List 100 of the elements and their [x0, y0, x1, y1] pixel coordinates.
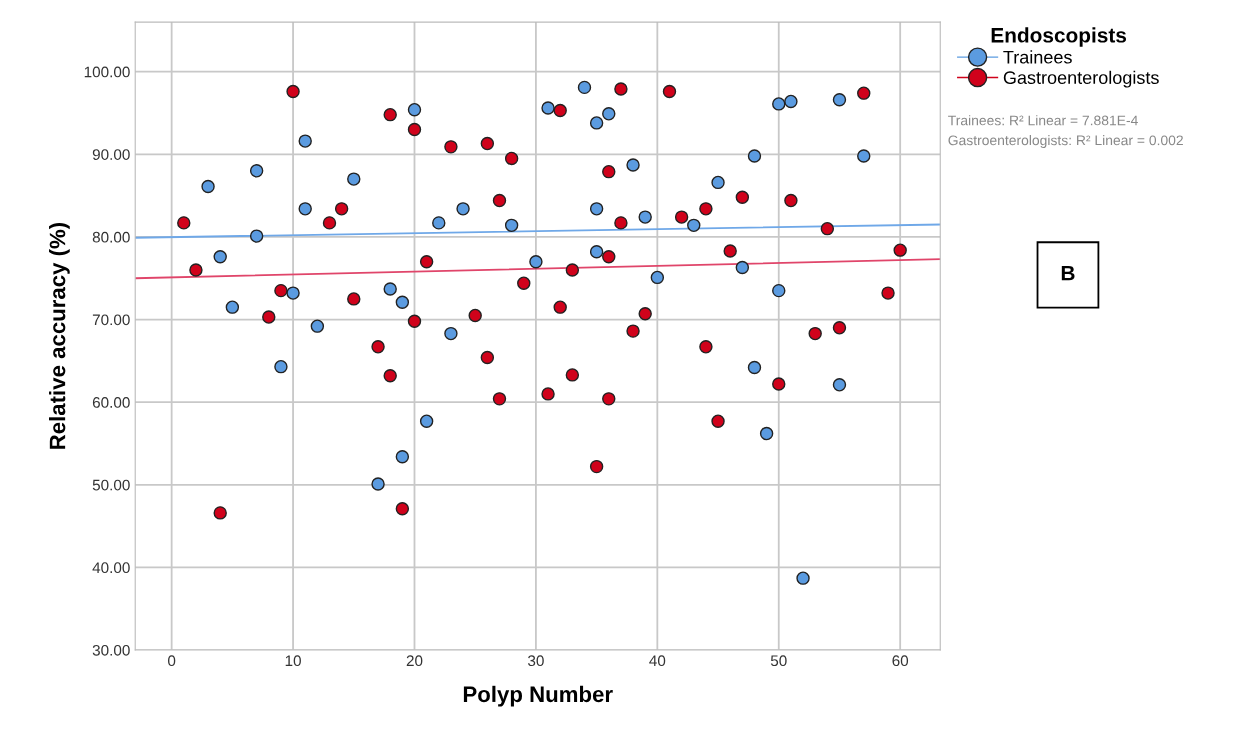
- point: [674, 210, 689, 224]
- point: [177, 216, 191, 230]
- point: [614, 82, 628, 96]
- point: [480, 136, 495, 151]
- point: [893, 243, 907, 257]
- point: [759, 426, 774, 441]
- text: Gastroenterologists: R² Linear = 0.002: [948, 135, 1183, 148]
- point: [395, 295, 410, 309]
- point: [395, 502, 410, 516]
- point: [772, 377, 786, 391]
- point: [881, 286, 895, 300]
- point: [626, 324, 640, 338]
- point: [504, 218, 519, 233]
- y-tick-label: 100.00: [84, 66, 130, 78]
- y-tick-label: 40.00: [92, 562, 130, 574]
- point: [286, 84, 300, 99]
- point: [796, 571, 810, 585]
- text: B: [1061, 265, 1075, 281]
- point: [468, 308, 482, 323]
- point: [310, 319, 325, 333]
- point: [419, 255, 434, 269]
- point: [371, 340, 385, 354]
- point: [456, 202, 470, 216]
- point: [602, 107, 616, 121]
- point: [444, 326, 458, 341]
- point: [407, 122, 422, 137]
- x-tick-label: 0: [167, 655, 176, 667]
- y-tick-label: 30.00: [92, 644, 130, 656]
- point: [565, 263, 580, 277]
- point: [565, 368, 580, 382]
- point: [711, 414, 725, 428]
- x-tick-label: 20: [406, 655, 423, 667]
- point: [602, 250, 616, 264]
- point: [784, 94, 798, 109]
- point: [820, 221, 835, 236]
- point: [699, 340, 713, 354]
- point: [589, 459, 604, 474]
- x-tick-label: 10: [285, 655, 301, 667]
- x-tick-label: 40: [649, 655, 666, 667]
- point: [517, 276, 531, 290]
- text: Trainees: R² Linear = 7.881E-4: [948, 115, 1138, 126]
- point: [249, 229, 264, 243]
- point: [541, 387, 555, 401]
- point: [383, 369, 397, 383]
- point: [286, 286, 300, 300]
- point: [274, 283, 288, 298]
- legend-label: Gastroenterologists: [1003, 70, 1159, 88]
- point: [723, 244, 737, 258]
- point: [832, 321, 847, 335]
- point: [347, 172, 361, 186]
- point: [784, 193, 798, 208]
- point: [480, 350, 495, 365]
- point: [371, 477, 385, 491]
- point: [772, 97, 786, 111]
- point: [735, 190, 750, 204]
- point: [602, 392, 616, 406]
- point: [711, 175, 725, 190]
- point: [432, 216, 446, 230]
- y-tick-label: 60.00: [92, 397, 130, 408]
- point: [832, 378, 847, 392]
- point: [492, 193, 507, 208]
- point: [322, 216, 337, 230]
- x-tick-label: 30: [528, 655, 544, 667]
- point: [614, 216, 628, 230]
- point: [735, 260, 750, 275]
- point: [189, 263, 203, 277]
- y-tick-label: 90.00: [92, 149, 130, 160]
- point: [553, 103, 567, 118]
- point: [589, 202, 604, 216]
- point: [662, 84, 677, 99]
- point: [298, 202, 312, 216]
- point: [687, 218, 701, 233]
- point: [808, 326, 822, 341]
- y-tick-label: 50.00: [92, 479, 130, 491]
- point: [274, 359, 288, 374]
- point: [553, 300, 567, 314]
- point: [747, 360, 762, 375]
- point: [626, 158, 640, 172]
- point: [832, 93, 847, 107]
- y-axis-title: Relative accuracy (%): [49, 222, 70, 449]
- point: [407, 314, 422, 328]
- point: [650, 270, 665, 285]
- point: [529, 255, 543, 269]
- point: [225, 300, 240, 314]
- point: [213, 250, 227, 264]
- point: [699, 202, 713, 216]
- point: [383, 107, 397, 122]
- x-axis-title: Polyp Number: [463, 685, 613, 707]
- point: [383, 282, 397, 296]
- point: [638, 210, 652, 224]
- point: [589, 116, 604, 130]
- point: [857, 86, 871, 100]
- point: [201, 179, 215, 194]
- point: [602, 164, 616, 179]
- point: [395, 449, 410, 464]
- point: [334, 202, 349, 216]
- point: [419, 414, 434, 428]
- x-tick-label: 50: [770, 655, 787, 667]
- point: [298, 134, 312, 148]
- x-tick-label: 60: [892, 655, 909, 667]
